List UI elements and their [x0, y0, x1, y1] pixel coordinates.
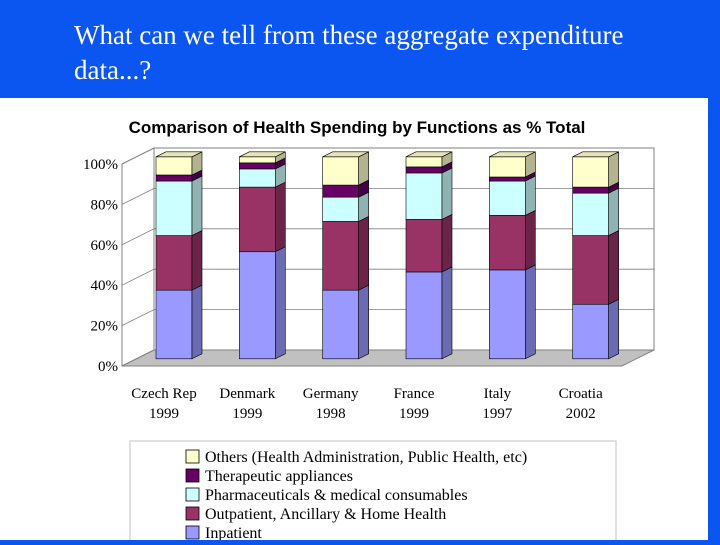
- bar-segment: [155, 174, 193, 182]
- y-tick-label: 80%: [91, 197, 119, 213]
- legend-label: Outpatient, Ancillary & Home Health: [205, 506, 446, 523]
- bar-segment: [239, 168, 276, 188]
- x-tick-label: Denmark 1999: [219, 386, 275, 422]
- bar-top: [572, 151, 619, 158]
- bar-segment-side: [191, 230, 203, 291]
- bar-segment-side: [441, 213, 453, 273]
- bar-segment-side: [525, 264, 536, 360]
- bar-segment: [239, 156, 276, 164]
- bar-segment-side: [441, 167, 453, 220]
- legend-label: Inpatient: [205, 525, 262, 540]
- bar-segment: [239, 186, 276, 253]
- legend-label: Therapeutic appliances: [205, 468, 353, 485]
- gridline: [121, 188, 654, 205]
- bar-segment: [572, 192, 609, 236]
- x-tick-label: Czech Rep 1999: [131, 386, 196, 422]
- gridline: [121, 147, 654, 165]
- bar-segment: [405, 156, 443, 168]
- bar-segment-side: [608, 151, 619, 188]
- bar-segment: [489, 180, 526, 216]
- bar-segment-side: [441, 266, 453, 360]
- bar-segment-side: [358, 284, 369, 360]
- legend-box: [129, 440, 617, 545]
- y-tick-label: 100%: [83, 157, 118, 173]
- bar-segment: [322, 184, 359, 198]
- bar-segment: [572, 156, 609, 188]
- bar-segment-side: [608, 230, 619, 305]
- right-edge-strip: [708, 98, 720, 540]
- legend-swatch: [185, 449, 200, 464]
- bar-segment: [572, 303, 609, 360]
- bar-segment-side: [358, 151, 369, 186]
- chart-title: Comparison of Health Spending by Functio…: [129, 118, 586, 137]
- bar-segment: [405, 166, 443, 174]
- chart-gridlines: [121, 147, 654, 367]
- legend-swatch: [185, 468, 200, 483]
- x-tick-label: Croatia 2002: [559, 386, 603, 422]
- gridline: [121, 349, 654, 367]
- x-tick-label: Italy 1997: [482, 386, 513, 422]
- bar-segment-side: [608, 187, 619, 237]
- bar-top: [239, 151, 286, 158]
- chart-legend: Others (Health Administration, Public He…: [129, 440, 617, 545]
- bar-top: [405, 151, 453, 158]
- bar-segment: [322, 289, 359, 360]
- bar-segment: [489, 156, 526, 178]
- bar-segment: [155, 156, 193, 176]
- y-tick-label: 20%: [91, 319, 119, 335]
- gridline: [121, 228, 654, 246]
- legend-label: Pharmaceuticals & medical consumables: [205, 487, 468, 504]
- x-tick-label: France 1999: [394, 386, 435, 422]
- x-tick-label: Germany 1998: [303, 386, 359, 422]
- legend-swatch: [185, 506, 200, 521]
- bar-top: [489, 151, 536, 158]
- bar-segment: [239, 251, 276, 360]
- bar-segment: [155, 235, 193, 291]
- bar-segment-side: [275, 181, 286, 253]
- bar-segment-side: [525, 209, 536, 271]
- y-tick-label: 0%: [98, 359, 118, 375]
- bar-top: [155, 151, 203, 158]
- bar-segment: [155, 289, 193, 360]
- bar-segment: [322, 196, 359, 222]
- gridline: [121, 268, 654, 286]
- bar-segment: [405, 271, 443, 360]
- bar-segment: [489, 215, 526, 271]
- bar-segment: [322, 156, 359, 186]
- stacked-bar-chart: Comparison of Health Spending by Functio…: [83, 118, 655, 545]
- bar-segment: [155, 180, 193, 236]
- bar-segment: [322, 221, 359, 291]
- bar-segment: [489, 176, 526, 182]
- legend-swatch: [185, 487, 200, 502]
- bar-top: [322, 151, 369, 158]
- bar-segment-side: [275, 246, 286, 360]
- y-tick-label: 40%: [91, 278, 119, 294]
- bar-segment-side: [358, 215, 369, 291]
- legend-swatch: [185, 525, 200, 540]
- bar-segment: [405, 219, 443, 273]
- chart-panel: Comparison of Health Spending by Functio…: [0, 98, 708, 545]
- legend-label: Others (Health Administration, Public He…: [205, 449, 527, 466]
- chart-bars: [155, 151, 619, 360]
- bar-segment-side: [525, 175, 536, 216]
- side-wall: [121, 147, 155, 367]
- bar-segment: [489, 269, 526, 360]
- slide-title: What can we tell from these aggregate ex…: [74, 20, 624, 85]
- bar-segment: [239, 162, 276, 170]
- y-tick-label: 60%: [91, 238, 119, 254]
- bar-segment-side: [191, 284, 203, 360]
- bar-segment: [572, 235, 609, 305]
- gridline: [121, 309, 654, 326]
- x-axis-ticks: Czech Rep 1999 Denmark 1999 Germany 1998 Franc…: [131, 386, 603, 422]
- bar-segment: [572, 186, 609, 194]
- bar-segment-side: [608, 298, 619, 360]
- y-axis-ticks: 0% 20% 40% 60% 80% 100%: [83, 157, 118, 375]
- bar-segment: [405, 172, 443, 220]
- bar-segment-side: [191, 175, 203, 237]
